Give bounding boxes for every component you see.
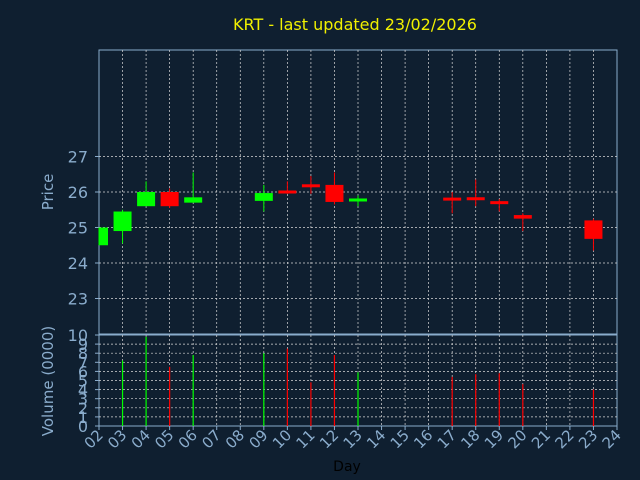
candle-body (254, 193, 273, 201)
volume-ytick-label: 3 (78, 390, 88, 409)
x-axis-label: Day (333, 459, 361, 475)
x-tick-label: 21 (528, 426, 554, 452)
volume-ytick-label: 4 (78, 381, 88, 400)
x-tick-label: 03 (104, 426, 130, 452)
x-tick-label: 10 (269, 426, 295, 452)
price-panel: 23 24 25 26 27 (68, 49, 618, 335)
volume-ytick-label: 1 (78, 408, 88, 427)
volume-ytick-label: 9 (78, 335, 88, 354)
candle-17 (443, 192, 462, 214)
x-tick-label: 07 (198, 426, 224, 452)
candle-body (113, 211, 132, 232)
candle-23 (584, 218, 603, 251)
volume-ytick-label: 7 (78, 353, 88, 372)
candle-body (349, 198, 367, 202)
candle-04 (137, 181, 156, 207)
candle-body (490, 201, 509, 205)
candle-19 (490, 199, 509, 212)
x-tick-label: 17 (434, 426, 460, 452)
candle-body (466, 197, 485, 201)
volume-ytick-label: 5 (78, 372, 88, 391)
candle-body (513, 215, 532, 219)
candle-body (137, 192, 156, 207)
price-ytick-label: 24 (68, 254, 88, 273)
candle-body (160, 192, 179, 207)
x-tick-label: 04 (128, 426, 154, 452)
candle-body (584, 220, 603, 239)
x-tick-label: 24 (599, 426, 625, 452)
candle-10 (278, 181, 297, 194)
candle-02 (98, 227, 108, 246)
x-tick-label: 15 (387, 426, 413, 452)
x-tick-label: 08 (222, 426, 248, 452)
x-tick-label: 16 (410, 426, 436, 452)
x-tick-label: 18 (457, 426, 483, 452)
candle-18 (466, 179, 485, 207)
price-ytick-label: 27 (68, 148, 88, 167)
x-tick-label: 13 (340, 426, 366, 452)
candle-body (278, 190, 297, 194)
candle-body (443, 197, 462, 201)
candle-09 (254, 184, 273, 212)
volume-axis-label: Volume (0000) (39, 326, 57, 436)
x-tick-label: 20 (504, 426, 530, 452)
x-tick-label: 19 (481, 426, 507, 452)
candle-body (301, 184, 320, 188)
x-tick-label: 23 (575, 426, 601, 452)
candle-body (99, 227, 108, 246)
x-tick-label: 06 (175, 426, 201, 452)
candle-20 (513, 213, 532, 232)
x-tick-label: 05 (151, 426, 177, 452)
x-tick-label: 12 (316, 426, 342, 452)
chart-title: KRT - last updated 23/02/2026 (233, 15, 477, 34)
candle-05 (160, 188, 179, 208)
x-tick-label: 14 (363, 426, 389, 452)
candle-13 (349, 195, 367, 207)
x-tick-label: 09 (245, 426, 271, 452)
volume-ytick-label: 6 (78, 362, 88, 381)
volume-ytick-label: 2 (78, 399, 88, 418)
candle-body (325, 184, 344, 202)
price-axis-label: Price (39, 174, 57, 211)
price-ytick-label: 25 (68, 219, 88, 238)
price-ytick-label: 26 (68, 183, 88, 202)
candle-11 (301, 176, 320, 194)
volume-ytick-label: 10 (68, 326, 88, 345)
volume-ytick-label: 8 (78, 344, 88, 363)
x-tick-label: 22 (552, 426, 578, 452)
candle-03 (113, 209, 132, 244)
candle-06 (184, 172, 203, 203)
candle-body (184, 197, 203, 203)
x-tick-label: 11 (293, 426, 319, 452)
candle-12 (325, 172, 344, 205)
volume-ytick-label: 0 (78, 417, 88, 436)
price-ytick-label: 23 (68, 290, 88, 309)
x-tick-labels: 0203040506070809101112131415161718192021… (81, 426, 625, 452)
